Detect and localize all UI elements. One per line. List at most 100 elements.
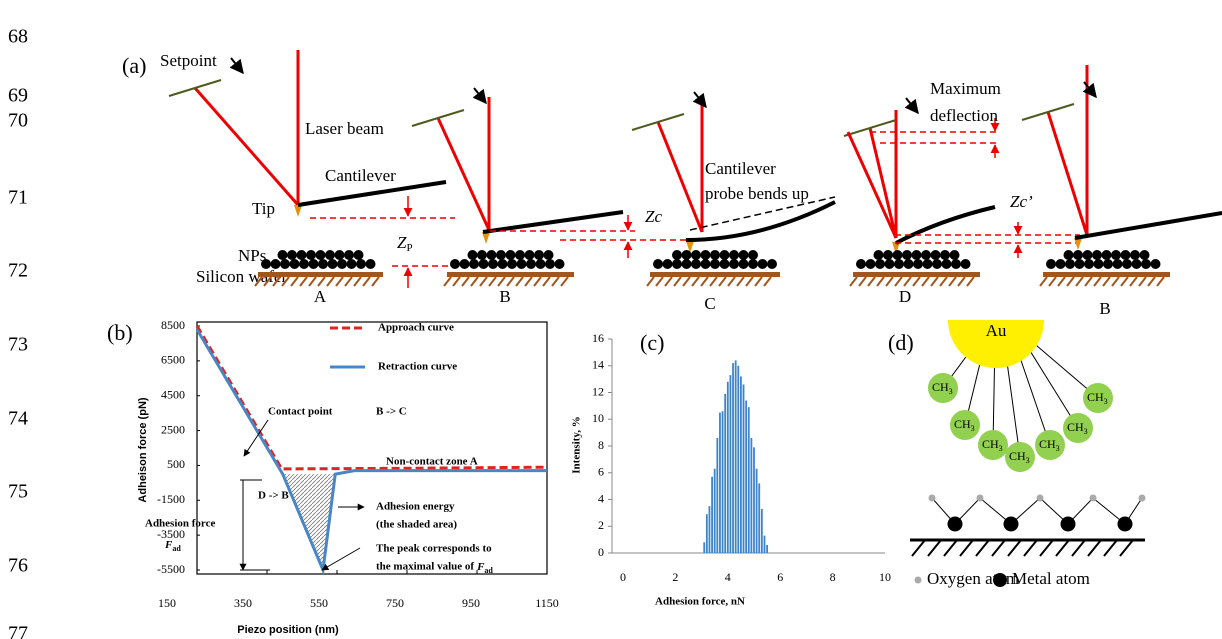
drawing [1055,539,1070,557]
drawing [496,250,506,260]
drawing [928,373,958,403]
drawing [296,250,307,260]
bar [740,376,742,553]
label: Cantilever [325,166,396,185]
drawing [691,259,701,269]
drawing [912,276,921,287]
drawing [1005,351,1021,458]
label: -5500 [157,562,185,576]
drawing [1103,539,1118,557]
drawing [655,276,664,287]
drawing [1082,250,1093,260]
drawing [488,276,497,287]
label: 8500 [161,318,185,332]
label: 6 [598,465,604,479]
drawing [921,276,930,287]
drawing [353,276,362,287]
bar [711,476,713,553]
drawing [308,276,317,287]
drawing [884,259,895,269]
label-sub: 3 [1104,397,1108,406]
drawing [261,259,271,269]
label: Fad [164,539,181,553]
label: Adhesion energy [376,501,455,513]
drawing [542,276,551,287]
drawing [482,232,490,244]
label: CH3 [1009,449,1030,465]
label: 4 [725,570,731,584]
label-sub: 3 [1056,444,1060,453]
drawing [1103,259,1113,269]
drawing [1082,81,1097,99]
label: Au [986,321,1007,340]
drawing [1093,259,1104,269]
bar [732,363,734,553]
drawing [757,259,768,269]
drawing [932,259,942,269]
drawing [1111,250,1121,260]
drawing [1101,250,1112,260]
drawing [299,259,309,269]
drawing [903,276,912,287]
drawing [876,276,885,287]
label: probe bends up [705,184,809,203]
drawing [326,276,335,287]
drawing [991,539,1006,557]
drawing [993,573,1007,587]
drawing [948,276,957,287]
label: 550 [310,596,328,610]
drawing [447,272,574,277]
drawing [294,205,302,217]
drawing [672,259,682,269]
drawing [1141,259,1151,269]
label: 0 [598,545,604,559]
drawing [902,250,912,260]
label: 77 [8,623,28,639]
drawing [1066,276,1075,287]
drawing [681,259,692,269]
drawing [710,250,720,260]
label: -1500 [157,492,185,506]
drawing [1139,250,1150,260]
label: 350 [234,596,252,610]
drawing [459,259,470,269]
drawing [229,57,244,75]
drawing [327,259,338,269]
label: 8 [830,570,836,584]
drawing [346,259,357,269]
bar [703,542,706,553]
drawing [1057,276,1066,287]
drawing [930,276,939,287]
drawing [497,259,508,269]
label: 6 [777,570,783,584]
drawing [718,276,727,287]
drawing [921,250,931,260]
drawing [507,259,517,269]
drawing [472,87,487,105]
bar [758,483,761,553]
drawing [1046,111,1089,236]
drawing [922,259,933,269]
drawing [748,259,758,269]
label: NPs [238,246,266,265]
drawing [467,250,478,260]
drawing [940,250,950,260]
drawing [689,196,836,231]
label: Adhesion force, nN [655,596,745,608]
label-sub: 3 [971,424,975,433]
drawing [719,259,730,269]
drawing [673,276,682,287]
drawing [497,276,506,287]
bar [742,384,745,553]
drawing [545,259,555,269]
label: 2 [672,570,678,584]
label: 71 [8,187,28,209]
drawing [1055,259,1066,269]
drawing [710,259,720,269]
drawing [1131,259,1142,269]
drawing [682,276,691,287]
bar [734,360,737,553]
drawing [1089,494,1097,502]
drawing [477,250,487,260]
drawing [1084,259,1094,269]
